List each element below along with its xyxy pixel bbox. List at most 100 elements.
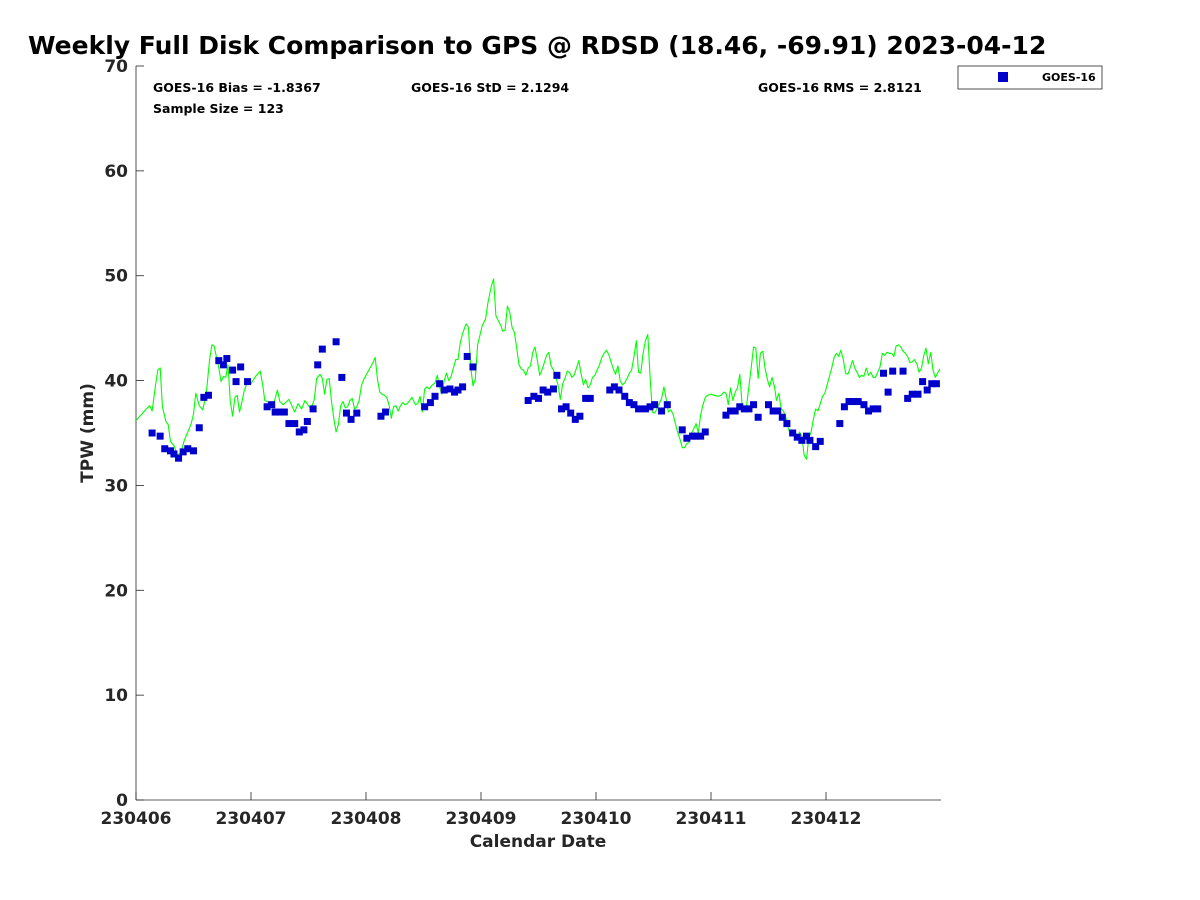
data-point [630, 401, 638, 409]
legend-marker-square [998, 72, 1008, 82]
data-point [908, 390, 916, 398]
data-point [454, 386, 462, 394]
data-point [204, 391, 212, 399]
data-point [421, 403, 429, 411]
data-point [463, 352, 471, 360]
y-axis-label: TPW (mm) [78, 383, 98, 483]
data-point [923, 386, 931, 394]
std-annotation: GOES-16 StD = 2.1294 [411, 80, 569, 95]
data-point [309, 405, 317, 413]
stats-annotations: GOES-16 Bias = -1.8367 GOES-16 StD = 2.1… [153, 80, 922, 116]
data-point [793, 433, 801, 441]
data-point [880, 369, 887, 377]
data-point [184, 445, 192, 453]
x-tick-label: 230407 [216, 809, 287, 829]
data-point [789, 429, 797, 437]
data-point [854, 398, 862, 406]
data-point [692, 432, 700, 440]
data-point [215, 357, 223, 365]
data-point [845, 398, 853, 406]
data-point [440, 386, 448, 394]
y-tick-label: 30 [104, 476, 128, 496]
data-point [353, 409, 361, 417]
data-point [812, 443, 820, 451]
data-point [303, 417, 311, 425]
data-point [219, 361, 227, 369]
data-point [615, 386, 623, 394]
bias-annotation: GOES-16 Bias = -1.8367 [153, 80, 321, 95]
data-point [342, 409, 350, 417]
data-point [610, 383, 618, 391]
x-tick-label: 230409 [446, 809, 517, 829]
data-point [816, 437, 824, 445]
data-point [651, 401, 659, 409]
data-point [621, 392, 629, 400]
data-point [840, 403, 848, 411]
data-point [268, 401, 276, 409]
data-point [802, 432, 810, 440]
data-point [232, 378, 240, 386]
data-point [280, 408, 288, 416]
data-point [625, 399, 633, 407]
data-point [889, 367, 897, 375]
data-point [740, 405, 748, 413]
data-point [582, 394, 590, 402]
y-tick-label: 50 [104, 267, 128, 287]
data-point [300, 426, 308, 434]
data-point [530, 392, 538, 400]
rms-annotation: GOES-16 RMS = 2.8121 [758, 80, 922, 95]
data-point [641, 405, 649, 413]
x-tick-label: 230406 [101, 809, 172, 829]
y-tick-label: 0 [116, 791, 128, 811]
data-point [836, 420, 844, 428]
data-point [377, 412, 385, 420]
data-point [658, 407, 666, 415]
data-point [778, 413, 786, 421]
y-tick-label: 20 [104, 581, 128, 601]
data-point [701, 428, 709, 436]
data-point [562, 403, 570, 411]
y-tick-label: 60 [104, 162, 128, 182]
x-tick-label: 230412 [791, 809, 862, 829]
x-axis-label: Calendar Date [470, 832, 607, 852]
data-point [459, 383, 467, 391]
data-point [914, 390, 922, 398]
data-point [919, 378, 927, 386]
data-point [567, 409, 575, 417]
data-point [697, 432, 705, 440]
data-point [314, 361, 322, 369]
data-point [850, 398, 858, 406]
data-point [276, 408, 284, 416]
data-point [806, 436, 814, 444]
plot-axes: 0 10 20 30 40 50 60 70 230406 230407 230408 230409 2… [101, 57, 941, 829]
data-point [263, 403, 271, 411]
data-point [524, 396, 532, 404]
data-point [469, 363, 477, 371]
data-point [285, 420, 293, 428]
legend-box [957, 65, 1103, 90]
data-point [774, 407, 782, 415]
data-point [754, 413, 762, 421]
data-point [635, 405, 643, 413]
y-tick-label: 70 [104, 57, 128, 77]
data-point [237, 363, 245, 371]
data-point [874, 405, 882, 413]
data-point [928, 380, 936, 388]
data-point [736, 403, 744, 411]
data-point [932, 380, 940, 388]
data-point [295, 428, 303, 436]
data-point [318, 345, 326, 353]
data-point [332, 338, 340, 346]
data-point [798, 436, 806, 444]
data-point [156, 432, 164, 440]
data-point [161, 445, 169, 453]
data-point [431, 392, 439, 400]
data-point [179, 448, 187, 456]
data-point [549, 385, 557, 393]
data-point [899, 367, 907, 375]
data-point [586, 394, 594, 402]
data-point [553, 371, 561, 379]
data-point [646, 403, 654, 411]
data-point [783, 420, 791, 428]
